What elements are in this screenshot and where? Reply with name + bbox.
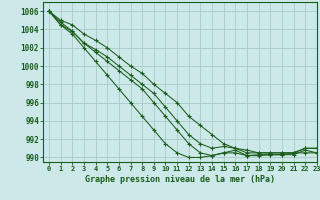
X-axis label: Graphe pression niveau de la mer (hPa): Graphe pression niveau de la mer (hPa) bbox=[85, 175, 275, 184]
